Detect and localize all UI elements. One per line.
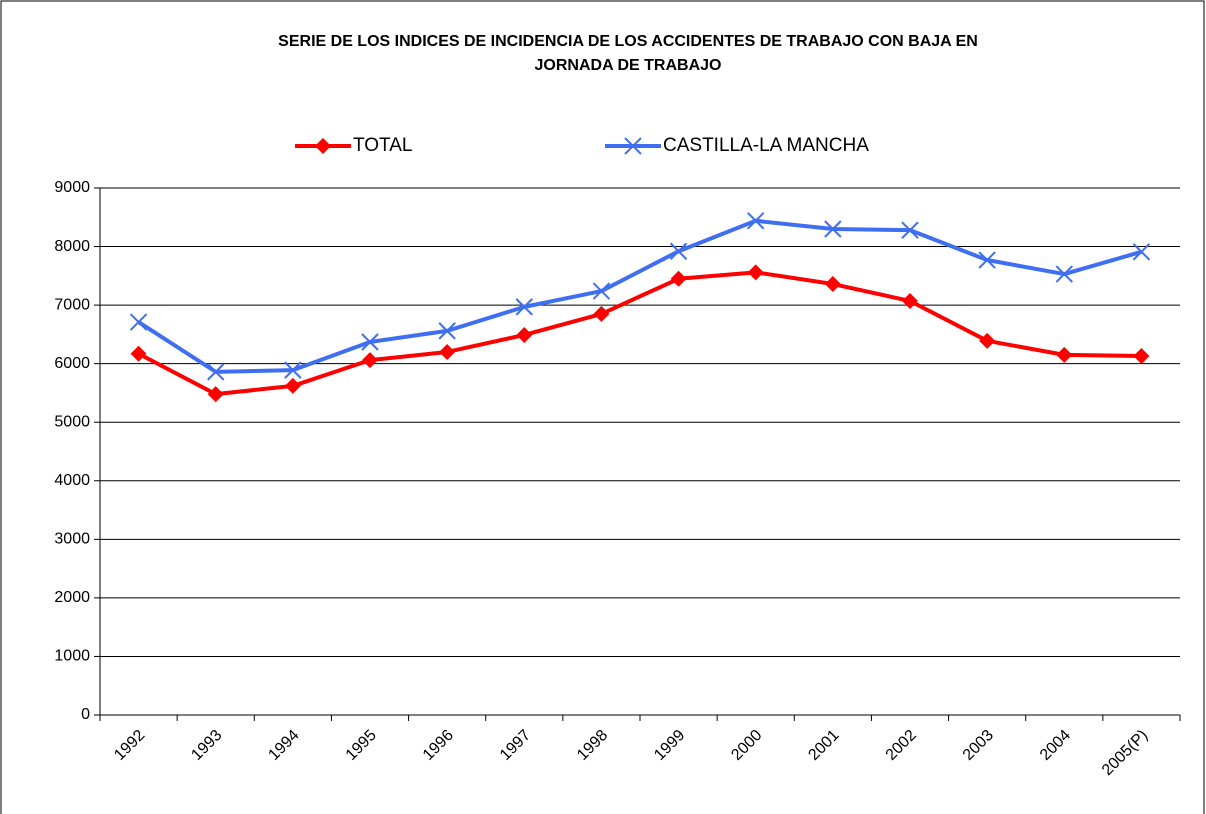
line-marker (284, 377, 301, 394)
line-marker (207, 386, 224, 403)
line-marker (1133, 348, 1150, 365)
line-marker (747, 212, 765, 230)
chart-title: SERIE DE LOS INDICES DE INCIDENCIA DE LO… (278, 33, 978, 50)
y-tick-label: 2000 (54, 589, 90, 606)
series-line (137, 270, 1142, 397)
line-marker (593, 305, 610, 322)
line-marker (669, 242, 688, 260)
line-marker (439, 343, 456, 360)
line-marker (592, 282, 611, 300)
series-line (137, 218, 1142, 374)
legend-label: TOTAL (353, 135, 412, 156)
line-marker (824, 220, 842, 238)
line-marker (315, 138, 331, 154)
line-marker (747, 264, 764, 281)
line-marker (130, 345, 147, 362)
line-marker (978, 251, 996, 269)
y-tick-label: 5000 (54, 413, 90, 430)
line-marker (129, 313, 148, 331)
chart-title: JORNADA DE TRABAJO (535, 57, 722, 74)
legend-label: CASTILLA-LA MANCHA (663, 135, 869, 156)
y-tick-label: 4000 (54, 472, 90, 489)
y-tick-label: 7000 (54, 296, 90, 313)
line-marker (284, 361, 302, 379)
line-marker (362, 352, 378, 369)
line-marker (1055, 265, 1073, 283)
line-marker (361, 333, 379, 351)
y-tick-label: 1000 (54, 648, 90, 665)
line-marker (1056, 346, 1073, 363)
line-marker (515, 298, 533, 316)
line-marker (901, 221, 919, 239)
y-tick-label: 0 (81, 706, 90, 723)
y-tick-label: 6000 (54, 355, 90, 372)
line-marker (1132, 243, 1151, 261)
line-marker (516, 326, 533, 343)
line-marker (438, 322, 456, 340)
line-marker (902, 293, 918, 310)
y-tick-label: 9000 (54, 179, 90, 196)
line-marker (979, 332, 996, 349)
line-marker (207, 363, 225, 381)
y-tick-label: 3000 (54, 531, 90, 548)
y-tick-label: 8000 (54, 238, 90, 255)
line-marker (624, 137, 642, 155)
line-marker (670, 270, 687, 287)
line-marker (824, 276, 841, 293)
